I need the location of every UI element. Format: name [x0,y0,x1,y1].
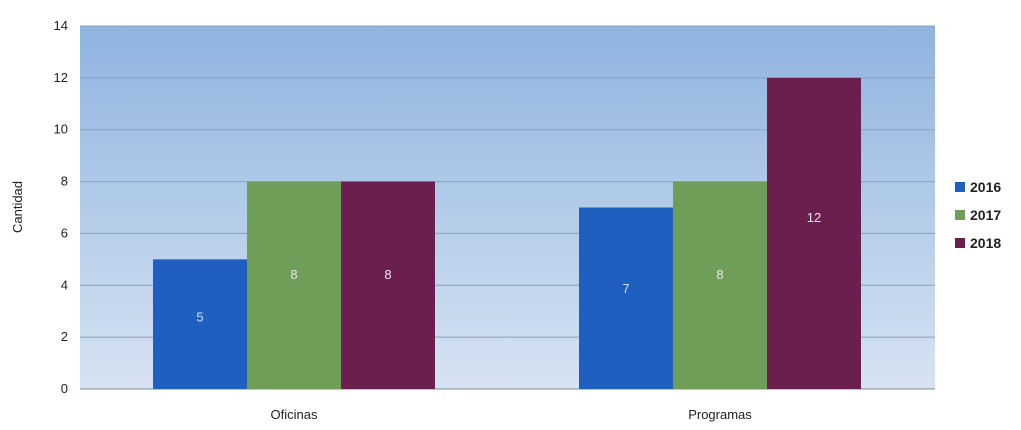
y-axis-title: Cantidad [10,181,25,233]
data-label: 8 [716,267,723,282]
bar-programas-2017 [673,181,767,389]
x-category-label: Oficinas [271,407,318,422]
y-tick-label: 10 [54,122,68,137]
y-tick-label: 8 [61,174,68,189]
bar-oficinas-2016 [153,259,247,389]
data-label: 5 [196,310,203,325]
y-axis-ticks: 0 2 4 6 8 10 12 14 [54,18,68,396]
bar-programas-2016 [579,207,673,389]
data-label: 7 [622,281,629,296]
legend-label: 2018 [970,235,1001,251]
legend-swatch [955,182,965,192]
legend-swatch [955,238,965,248]
legend-label: 2016 [970,179,1001,195]
data-label: 8 [384,267,391,282]
y-tick-label: 0 [61,381,68,396]
x-axis-categories: Oficinas Programas [271,407,753,422]
legend: 2016 2017 2018 [955,179,1001,251]
data-labels: 5 8 8 7 8 12 [196,210,821,325]
data-label: 12 [807,210,821,225]
legend-label: 2017 [970,207,1001,223]
y-tick-label: 4 [61,277,68,292]
data-label: 8 [290,267,297,282]
bar-programas-2018 [767,77,861,389]
bar-oficinas-2017 [247,181,341,389]
y-tick-label: 12 [54,70,68,85]
y-tick-label: 2 [61,329,68,344]
bars [153,77,861,389]
x-category-label: Programas [688,407,752,422]
y-tick-label: 14 [54,18,68,33]
y-tick-label: 6 [61,225,68,240]
legend-swatch [955,210,965,220]
bar-oficinas-2018 [341,181,435,389]
